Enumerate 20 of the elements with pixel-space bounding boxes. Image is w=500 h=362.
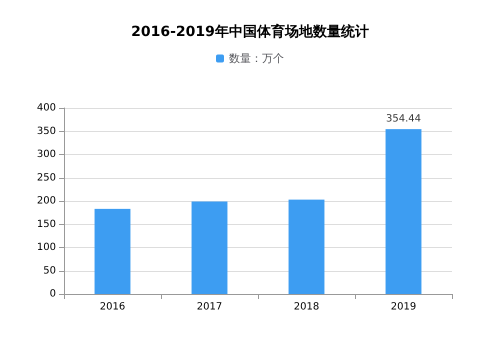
y-tick-label: 200 — [36, 196, 56, 206]
bar — [192, 201, 228, 294]
chart-title: 2016-2019年中国体育场地数量统计 — [131, 23, 369, 40]
y-tick-label: 350 — [36, 126, 56, 137]
bar — [288, 200, 324, 294]
x-tick-label: 2018 — [294, 302, 320, 312]
bar — [94, 208, 130, 294]
legend-label: 数量：万个 — [229, 52, 284, 65]
y-tick-label: 150 — [36, 218, 56, 230]
data-label: 354.44 — [386, 114, 421, 125]
x-tick-label: 2016 — [100, 302, 126, 312]
y-tick-label: 250 — [36, 172, 56, 184]
x-tick-label: 2017 — [196, 302, 222, 312]
y-tick-label: 0 — [50, 288, 56, 300]
y-tick-label: 50 — [43, 265, 56, 276]
y-tick-label: 100 — [36, 242, 56, 253]
x-tick-label: 2019 — [390, 302, 416, 312]
bar — [386, 129, 422, 294]
y-tick-label: 400 — [36, 102, 56, 114]
y-tick-label: 300 — [36, 149, 56, 160]
